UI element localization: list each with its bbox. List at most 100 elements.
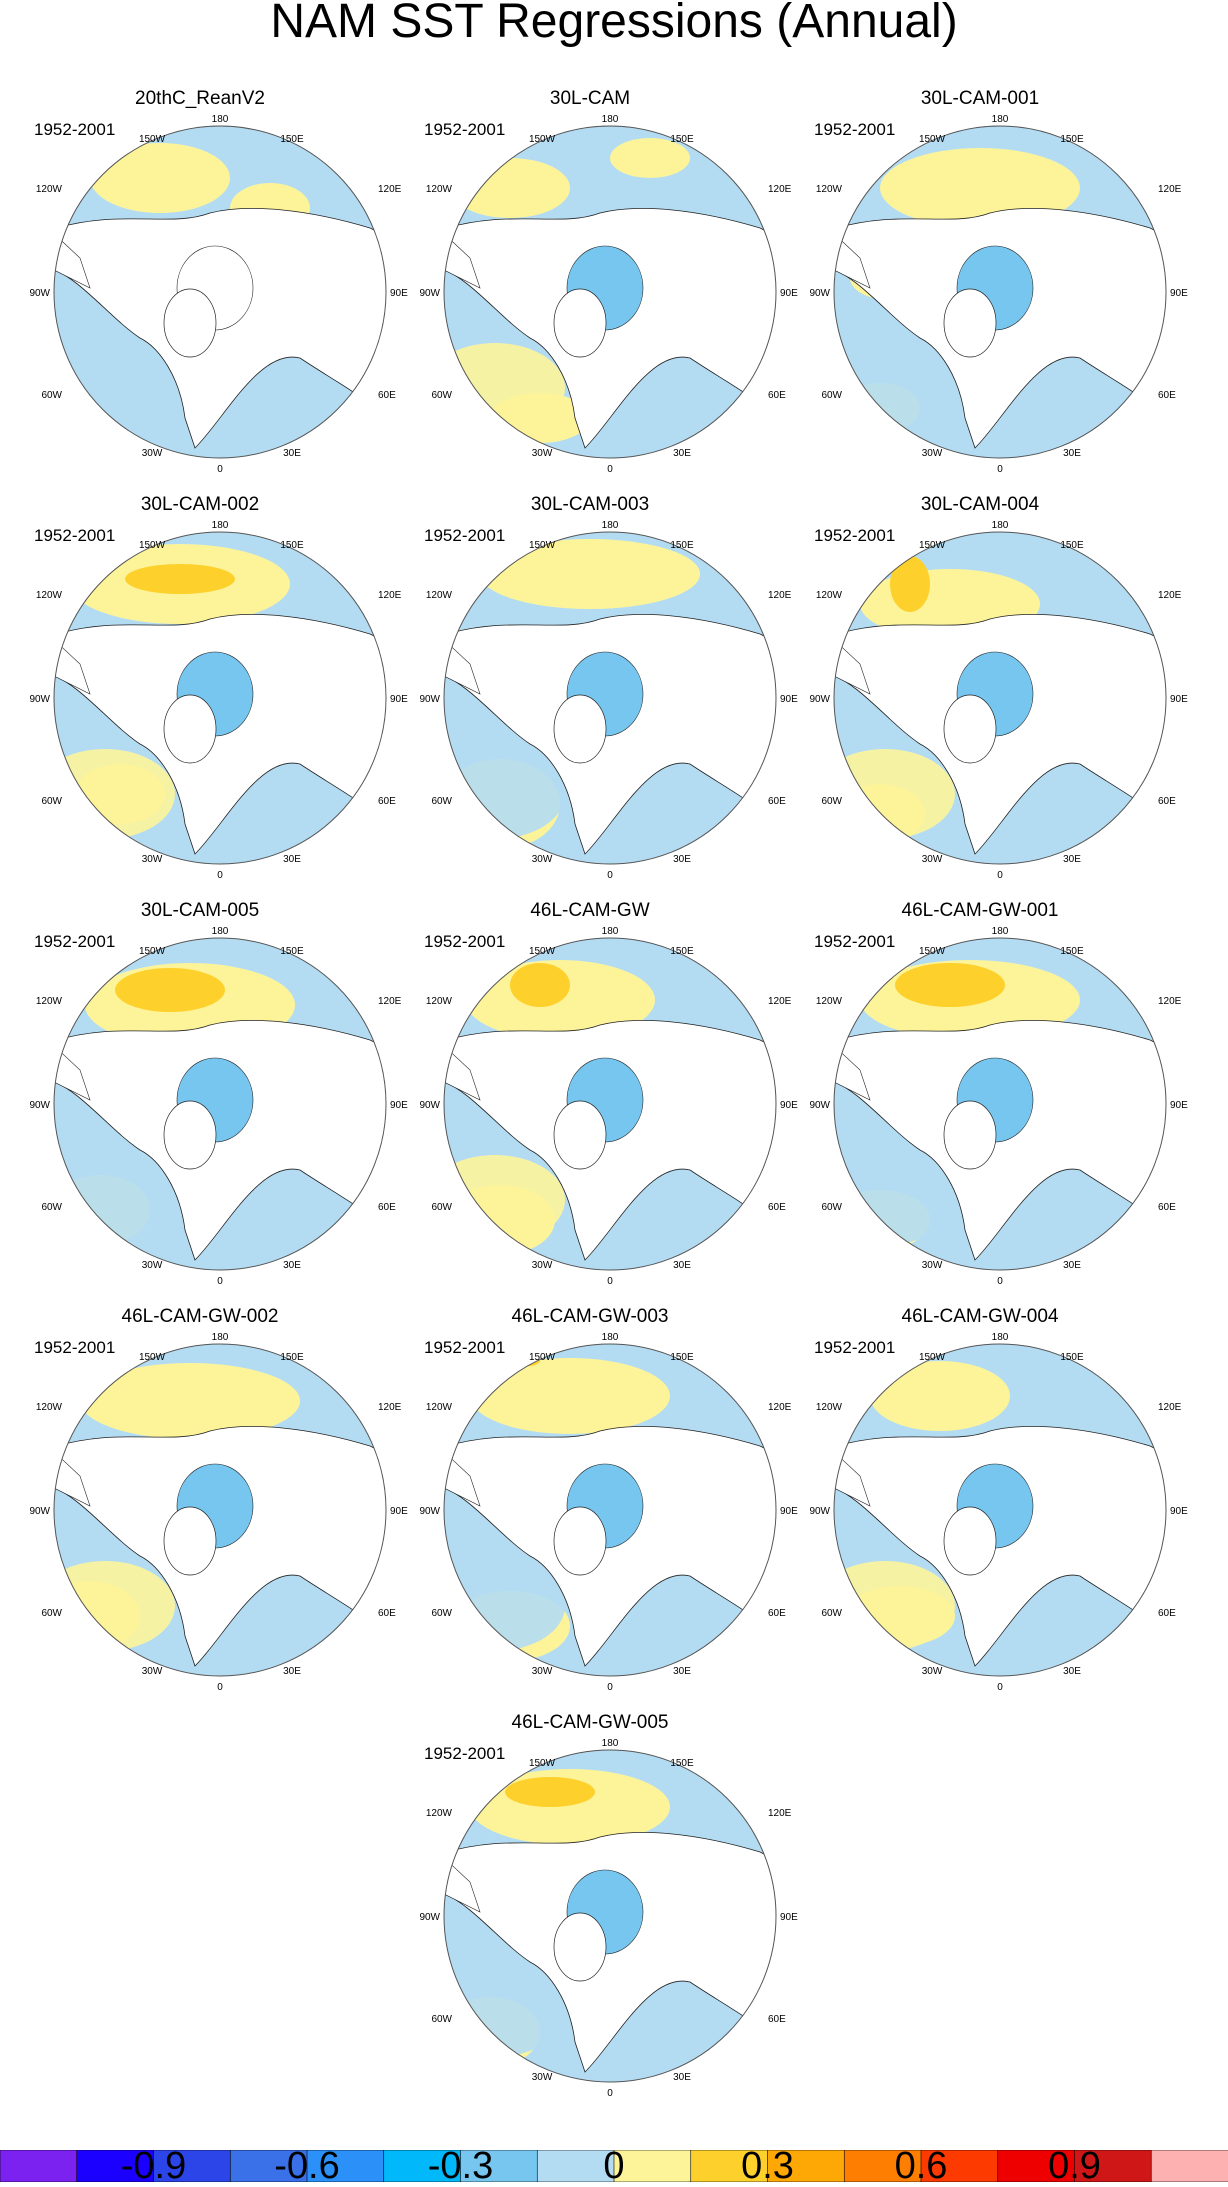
longitude-label: 90E bbox=[390, 694, 408, 705]
longitude-label: 150E bbox=[1060, 1352, 1084, 1363]
longitude-label: 0 bbox=[607, 870, 613, 881]
longitude-label: 60E bbox=[768, 2014, 786, 2025]
longitude-label: 30E bbox=[673, 1666, 691, 1677]
longitude-label: 0 bbox=[997, 1682, 1003, 1693]
longitude-label: 30W bbox=[532, 448, 553, 459]
longitude-label: 90E bbox=[1170, 1506, 1188, 1517]
map-panel: 180 150W 150E 120W 120E 90W 90E 60W 60E 30W 30E 0 20… bbox=[10, 88, 408, 488]
polar-map: 180 150W 150E 120W 120E 90W 90E 60W 60E 30W 30E 0 bbox=[419, 114, 798, 475]
longitude-label: 120E bbox=[768, 590, 792, 601]
longitude-label: 150E bbox=[670, 1352, 694, 1363]
longitude-label: 30W bbox=[142, 854, 163, 865]
longitude-label: 120E bbox=[378, 184, 402, 195]
longitude-label: 180 bbox=[992, 520, 1009, 531]
longitude-label: 90W bbox=[419, 694, 440, 705]
map-panel: 180 150W 150E 120W 120E 90W 90E 60W 60E 30W 30E 0 46… bbox=[400, 1712, 798, 2112]
panel-title: 46L-CAM-GW-001 bbox=[901, 900, 1059, 921]
colorbar-swatch bbox=[460, 2150, 539, 2182]
panel-period: 1952-2001 bbox=[814, 1338, 896, 1357]
longitude-label: 60W bbox=[821, 1608, 842, 1619]
longitude-label: 90E bbox=[1170, 288, 1188, 299]
panel-title: 30L-CAM-005 bbox=[140, 900, 260, 921]
longitude-label: 150W bbox=[919, 540, 946, 551]
panel-title: 20thC_ReanV2 bbox=[135, 88, 265, 109]
panel-period: 1952-2001 bbox=[34, 120, 116, 139]
polar-map: 180 150W 150E 120W 120E 90W 90E 60W 60E 30W 30E 0 bbox=[419, 1738, 798, 2099]
panel-title: 46L-CAM-GW-003 bbox=[511, 1306, 669, 1327]
longitude-label: 60E bbox=[1158, 796, 1176, 807]
longitude-label: 120E bbox=[1158, 1402, 1182, 1413]
longitude-label: 120E bbox=[768, 1808, 792, 1819]
longitude-label: 30W bbox=[922, 1666, 943, 1677]
map-panel: 180 150W 150E 120W 120E 90W 90E 60W 60E 30W 30E 0 30… bbox=[10, 900, 408, 1300]
longitude-label: 30W bbox=[532, 1260, 553, 1271]
longitude-label: 30E bbox=[673, 448, 691, 459]
longitude-label: 30W bbox=[922, 854, 943, 865]
longitude-label: 90E bbox=[780, 1912, 798, 1923]
longitude-label: 150E bbox=[280, 540, 304, 551]
longitude-label: 90W bbox=[809, 1100, 830, 1111]
longitude-label: 30W bbox=[922, 1260, 943, 1271]
longitude-label: 150W bbox=[529, 1758, 556, 1769]
longitude-label: 120W bbox=[36, 590, 63, 601]
panel-period: 1952-2001 bbox=[424, 526, 506, 545]
panel-period: 1952-2001 bbox=[424, 120, 506, 139]
longitude-label: 90E bbox=[780, 1100, 798, 1111]
longitude-label: 180 bbox=[992, 926, 1009, 937]
panel-title: 30L-CAM-003 bbox=[530, 494, 650, 515]
longitude-label: 120W bbox=[816, 1402, 843, 1413]
colorbar-tick-label: 0.6 bbox=[894, 2145, 948, 2187]
longitude-label: 90E bbox=[1170, 694, 1188, 705]
colorbar-tick-label: 0.3 bbox=[741, 2145, 794, 2187]
map-panel: 180 150W 150E 120W 120E 90W 90E 60W 60E 30W 30E 0 46… bbox=[400, 1306, 798, 1706]
longitude-label: 0 bbox=[607, 464, 613, 475]
panel-period: 1952-2001 bbox=[424, 932, 506, 951]
colorbar-swatch bbox=[383, 2150, 462, 2182]
longitude-label: 30E bbox=[1063, 448, 1081, 459]
longitude-label: 90W bbox=[419, 288, 440, 299]
longitude-label: 0 bbox=[607, 2088, 613, 2099]
longitude-label: 60W bbox=[821, 796, 842, 807]
polar-map: 180 150W 150E 120W 120E 90W 90E 60W 60E 30W 30E 0 bbox=[809, 1332, 1188, 1693]
longitude-label: 60W bbox=[431, 796, 452, 807]
colorbar-swatch bbox=[1150, 2150, 1228, 2182]
longitude-label: 120E bbox=[378, 1402, 402, 1413]
longitude-label: 180 bbox=[212, 520, 229, 531]
longitude-label: 90W bbox=[419, 1912, 440, 1923]
longitude-label: 180 bbox=[212, 926, 229, 937]
longitude-label: 90E bbox=[1170, 1100, 1188, 1111]
colorbar-swatch bbox=[76, 2150, 155, 2182]
panel-period: 1952-2001 bbox=[814, 120, 896, 139]
map-panel: 180 150W 150E 120W 120E 90W 90E 60W 60E 30W 30E 0 46… bbox=[400, 900, 798, 1300]
longitude-label: 30W bbox=[142, 448, 163, 459]
longitude-label: 60E bbox=[768, 390, 786, 401]
longitude-label: 60E bbox=[1158, 1202, 1176, 1213]
longitude-label: 120W bbox=[426, 590, 453, 601]
longitude-label: 150E bbox=[280, 134, 304, 145]
longitude-label: 150W bbox=[919, 134, 946, 145]
longitude-label: 120W bbox=[426, 996, 453, 1007]
longitude-label: 90W bbox=[29, 288, 50, 299]
longitude-label: 0 bbox=[217, 870, 223, 881]
longitude-label: 120W bbox=[816, 996, 843, 1007]
longitude-label: 30E bbox=[283, 854, 301, 865]
longitude-label: 0 bbox=[217, 1682, 223, 1693]
longitude-label: 150E bbox=[1060, 540, 1084, 551]
longitude-label: 120W bbox=[816, 590, 843, 601]
longitude-label: 30E bbox=[283, 1260, 301, 1271]
map-panel: 180 150W 150E 120W 120E 90W 90E 60W 60E 30W 30E 0 46… bbox=[790, 900, 1188, 1300]
longitude-label: 60E bbox=[1158, 390, 1176, 401]
map-panel: 180 150W 150E 120W 120E 90W 90E 60W 60E 30W 30E 0 46… bbox=[790, 1306, 1188, 1706]
longitude-label: 90E bbox=[780, 694, 798, 705]
longitude-label: 60W bbox=[821, 1202, 842, 1213]
longitude-label: 30W bbox=[142, 1666, 163, 1677]
longitude-label: 60W bbox=[431, 2014, 452, 2025]
longitude-label: 150E bbox=[1060, 134, 1084, 145]
longitude-label: 0 bbox=[217, 1276, 223, 1287]
longitude-label: 120E bbox=[768, 996, 792, 1007]
longitude-label: 120E bbox=[378, 996, 402, 1007]
longitude-label: 150W bbox=[529, 1352, 556, 1363]
longitude-label: 120E bbox=[1158, 996, 1182, 1007]
polar-map: 180 150W 150E 120W 120E 90W 90E 60W 60E 30W 30E 0 bbox=[29, 114, 408, 475]
longitude-label: 150W bbox=[919, 1352, 946, 1363]
